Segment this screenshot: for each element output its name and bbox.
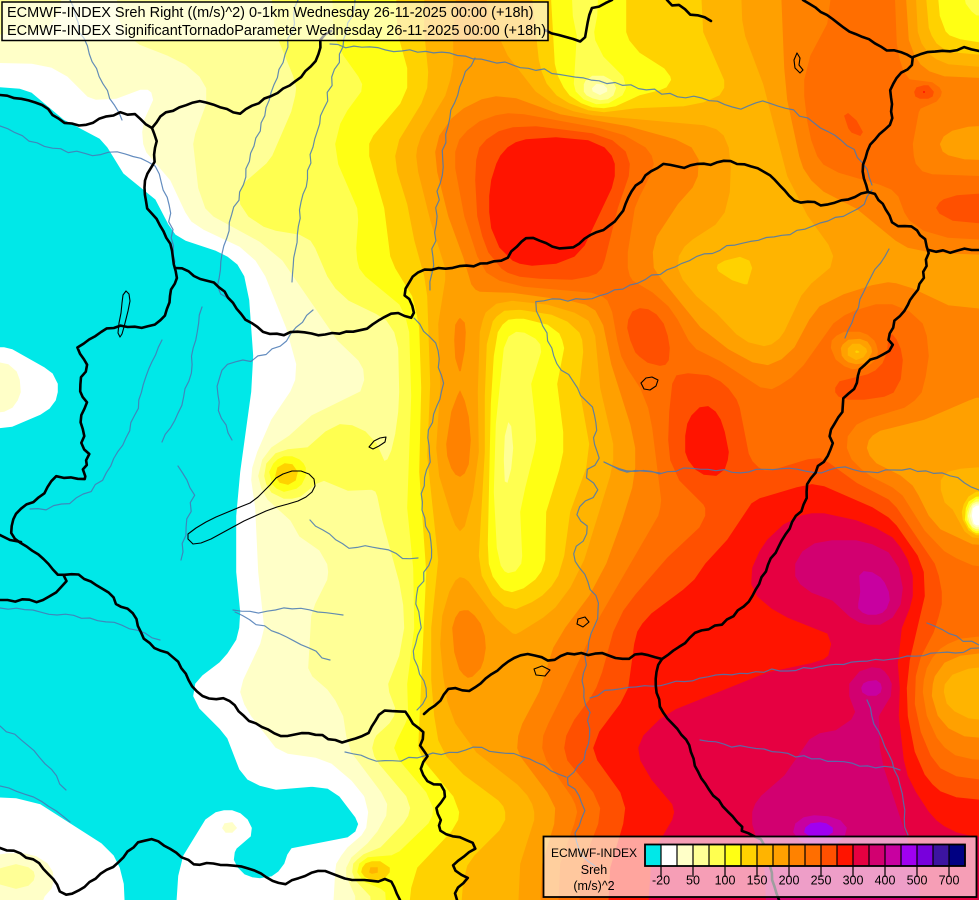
- svg-text:ECMWF-INDEX SignificantTornado: ECMWF-INDEX SignificantTornadoParameter …: [7, 23, 546, 39]
- svg-text:500: 500: [907, 874, 928, 888]
- svg-text:50: 50: [686, 874, 700, 888]
- svg-text:700: 700: [939, 874, 960, 888]
- svg-text:150: 150: [747, 874, 768, 888]
- svg-text:100: 100: [715, 874, 736, 888]
- svg-text:300: 300: [843, 874, 864, 888]
- svg-text:400: 400: [875, 874, 896, 888]
- svg-text:ECMWF-INDEX Sreh Right ((m/s)^: ECMWF-INDEX Sreh Right ((m/s)^2) 0-1km W…: [7, 5, 533, 21]
- svg-text:ECMWF-INDEX: ECMWF-INDEX: [551, 846, 637, 860]
- svg-text:200: 200: [779, 874, 800, 888]
- svg-text:250: 250: [811, 874, 832, 888]
- svg-text:(m/s)^2: (m/s)^2: [573, 879, 614, 893]
- svg-text:Sreh: Sreh: [581, 863, 607, 877]
- svg-text:-20: -20: [652, 874, 670, 888]
